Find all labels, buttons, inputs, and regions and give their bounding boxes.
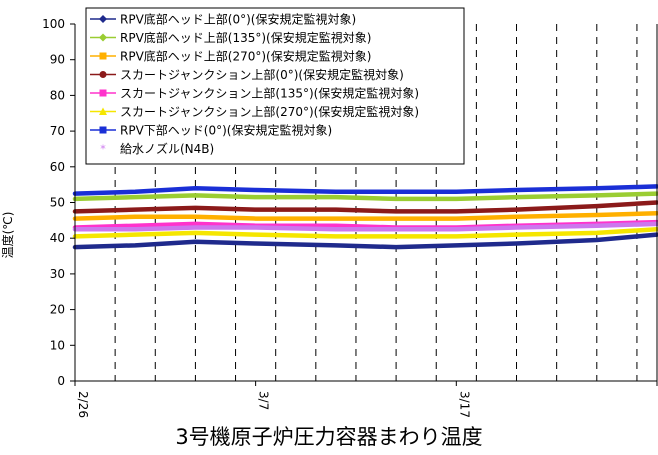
legend-entry-label: スカートジャンクション上部(135°)(保安規定監視対象) xyxy=(120,86,419,101)
x-tick-label: 3/7 xyxy=(257,391,271,410)
series-line-6 xyxy=(72,227,658,239)
legend-swatch-marker xyxy=(99,107,107,115)
series-line-4 xyxy=(72,200,658,214)
legend: RPV底部ヘッド上部(0°)(保安規定監視対象) RPV底部ヘッド上部(135°)… xyxy=(85,7,465,165)
axes xyxy=(70,23,658,386)
legend-swatch-marker: * xyxy=(100,143,106,156)
y-tick-label: 80 xyxy=(50,88,65,102)
y-tick-label: 20 xyxy=(50,303,65,317)
legend-entry-label: RPV底部ヘッド上部(135°)(保安規定監視対象) xyxy=(120,30,371,45)
legend-entry-label: スカートジャンクション上部(0°)(保安規定監視対象) xyxy=(120,67,404,82)
legend-entry-label: RPV下部ヘッド(0°)(保安規定監視対象) xyxy=(120,123,332,138)
legend-swatch-marker xyxy=(99,52,107,60)
series-line-7 xyxy=(72,184,658,196)
series-lines xyxy=(72,184,658,250)
series-line-2 xyxy=(72,191,658,202)
y-tick-label: 60 xyxy=(50,160,65,174)
x-tick-labels: 2/263/73/173/27 xyxy=(76,391,471,418)
y-tick-label: 40 xyxy=(50,231,65,245)
series-line-8 xyxy=(72,221,658,232)
y-tick-label: 50 xyxy=(50,196,65,210)
legend-entry-label: スカートジャンクション上部(270°)(保安規定監視対象) xyxy=(120,104,419,119)
y-tick-label: 100 xyxy=(42,17,65,31)
y-tick-label: 30 xyxy=(50,267,65,281)
y-axis-label: 温度(℃) xyxy=(0,212,15,259)
chart-title: 3号機原子炉圧力容器まわり温度 xyxy=(175,425,483,449)
legend-box xyxy=(85,7,465,165)
legend-swatch-marker xyxy=(99,71,107,78)
y-tick-label: 10 xyxy=(50,338,65,352)
series-line-1 xyxy=(72,232,658,250)
legend-entry-label: 給水ノズル(N4B) xyxy=(120,141,214,156)
y-tick-labels: 0 10 20 30 40 50 60 70 80 90 100 xyxy=(42,17,65,388)
legend-swatch-marker xyxy=(99,126,107,134)
legend-entry-label: RPV底部ヘッド上部(0°)(保安規定監視対象) xyxy=(120,12,356,27)
legend-entry-label: RPV底部ヘッド上部(270°)(保安規定監視対象) xyxy=(120,49,371,64)
x-tick-label: 2/26 xyxy=(76,391,90,418)
y-tick-label: 70 xyxy=(50,124,65,138)
series-line-3 xyxy=(72,210,658,221)
legend-swatch-marker xyxy=(99,33,107,42)
x-tick-label: 3/17 xyxy=(457,391,471,418)
y-tick-label: 90 xyxy=(50,53,65,67)
legend-swatch-marker xyxy=(99,89,107,97)
legend-swatch-marker xyxy=(99,15,107,23)
y-tick-label: 0 xyxy=(57,374,65,388)
